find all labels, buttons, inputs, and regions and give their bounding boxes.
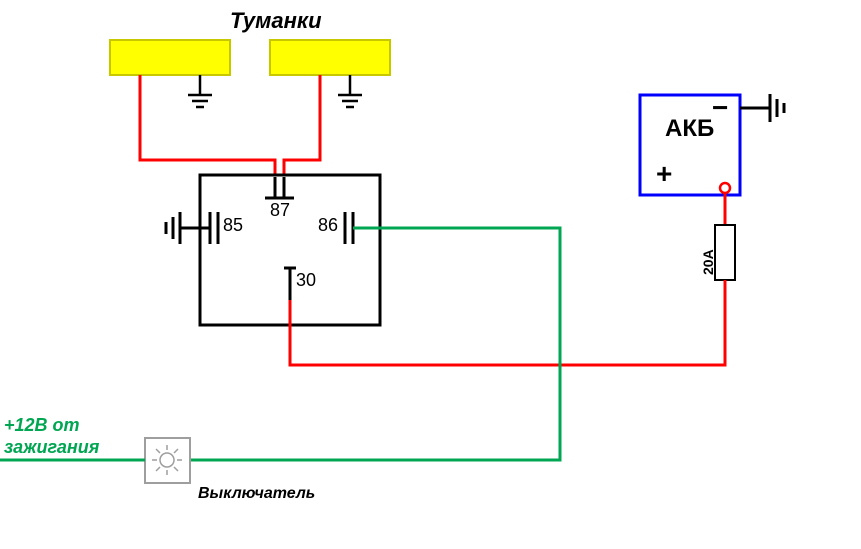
fuse: [715, 225, 735, 280]
wire-red: [284, 75, 320, 175]
battery-plus-node: [720, 183, 730, 193]
wire-red: [290, 280, 725, 365]
fog-lamp-left: [110, 40, 230, 75]
ignition-label-2: зажигания: [4, 437, 99, 458]
ignition-label-1: +12В от: [4, 415, 80, 436]
relay-pin-87: [265, 177, 294, 198]
pin-label-86: 86: [318, 215, 338, 236]
ground-icon: [740, 94, 784, 122]
ground-icon: [166, 212, 210, 244]
switch: [145, 438, 190, 483]
switch-icon: [152, 445, 182, 475]
minus-sign: −: [712, 92, 728, 124]
ground-icon: [338, 75, 362, 107]
fuse-label: 20А: [700, 249, 716, 275]
ground-icon: [188, 75, 212, 107]
plus-sign: +: [656, 158, 672, 190]
battery-label: АКБ: [665, 115, 714, 143]
fog-lamp-right: [270, 40, 390, 75]
pin-label-85: 85: [223, 215, 243, 236]
switch-label: Выключатель: [198, 485, 315, 503]
relay-pin-30: [284, 268, 296, 300]
wire-green: [190, 228, 560, 460]
relay-pin-85: [210, 212, 218, 244]
pin-label-87: 87: [270, 200, 290, 221]
pin-label-30: 30: [296, 270, 316, 291]
circuit-diagram: [0, 0, 861, 549]
title-label: Туманки: [230, 8, 322, 34]
relay-pin-86: [345, 212, 353, 244]
wire-red: [140, 75, 275, 175]
